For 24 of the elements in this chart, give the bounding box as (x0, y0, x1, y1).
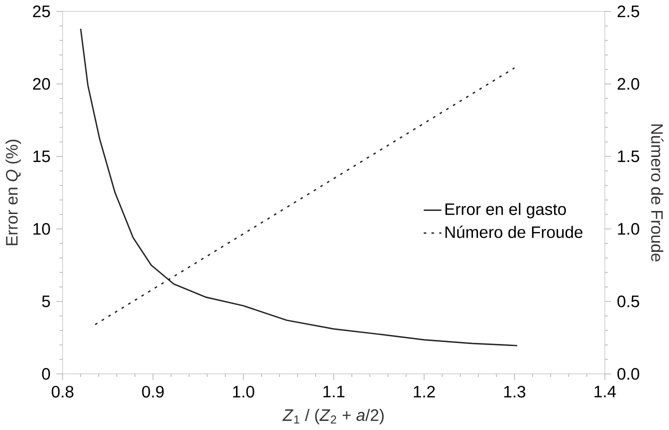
x-tick-label: 1.0 (233, 386, 254, 398)
x-tick-label: 1.4 (594, 386, 616, 398)
x-tick-label: 1.2 (414, 386, 435, 398)
y2-tick-label: 0.5 (617, 296, 640, 308)
y2-tick-label: 2.5 (618, 6, 640, 18)
y-tick-label: 10 (33, 223, 50, 235)
y-tick-label: 20 (33, 78, 50, 90)
y-axis-title: Error en Q (%) (6, 140, 21, 246)
y2-tick-label: 0.0 (617, 368, 640, 380)
x-tick-label: 1.3 (504, 386, 526, 398)
y2-axis-title: Número de Froude (651, 124, 664, 262)
legend-label: Error en el gasto (445, 203, 566, 218)
x-tick-label: 0.9 (142, 386, 164, 398)
y2-tick-label: 1.0 (618, 223, 640, 235)
y-tick-label: 5 (42, 296, 50, 308)
x-axis-title: Z$_{1}$ / (Z$_{2}$ + a/2) (282, 408, 384, 424)
legend-label: Número de Froude (445, 226, 582, 238)
y-tick-label: 25 (33, 6, 50, 18)
y-tick-label: 0 (42, 368, 50, 380)
y2-tick-label: 1.5 (618, 150, 640, 162)
x-tick-label: 1.1 (323, 386, 344, 398)
y-tick-label: 15 (33, 150, 50, 162)
x-tick-label: 0.8 (52, 386, 74, 398)
y2-tick-label: 2.0 (618, 78, 640, 90)
